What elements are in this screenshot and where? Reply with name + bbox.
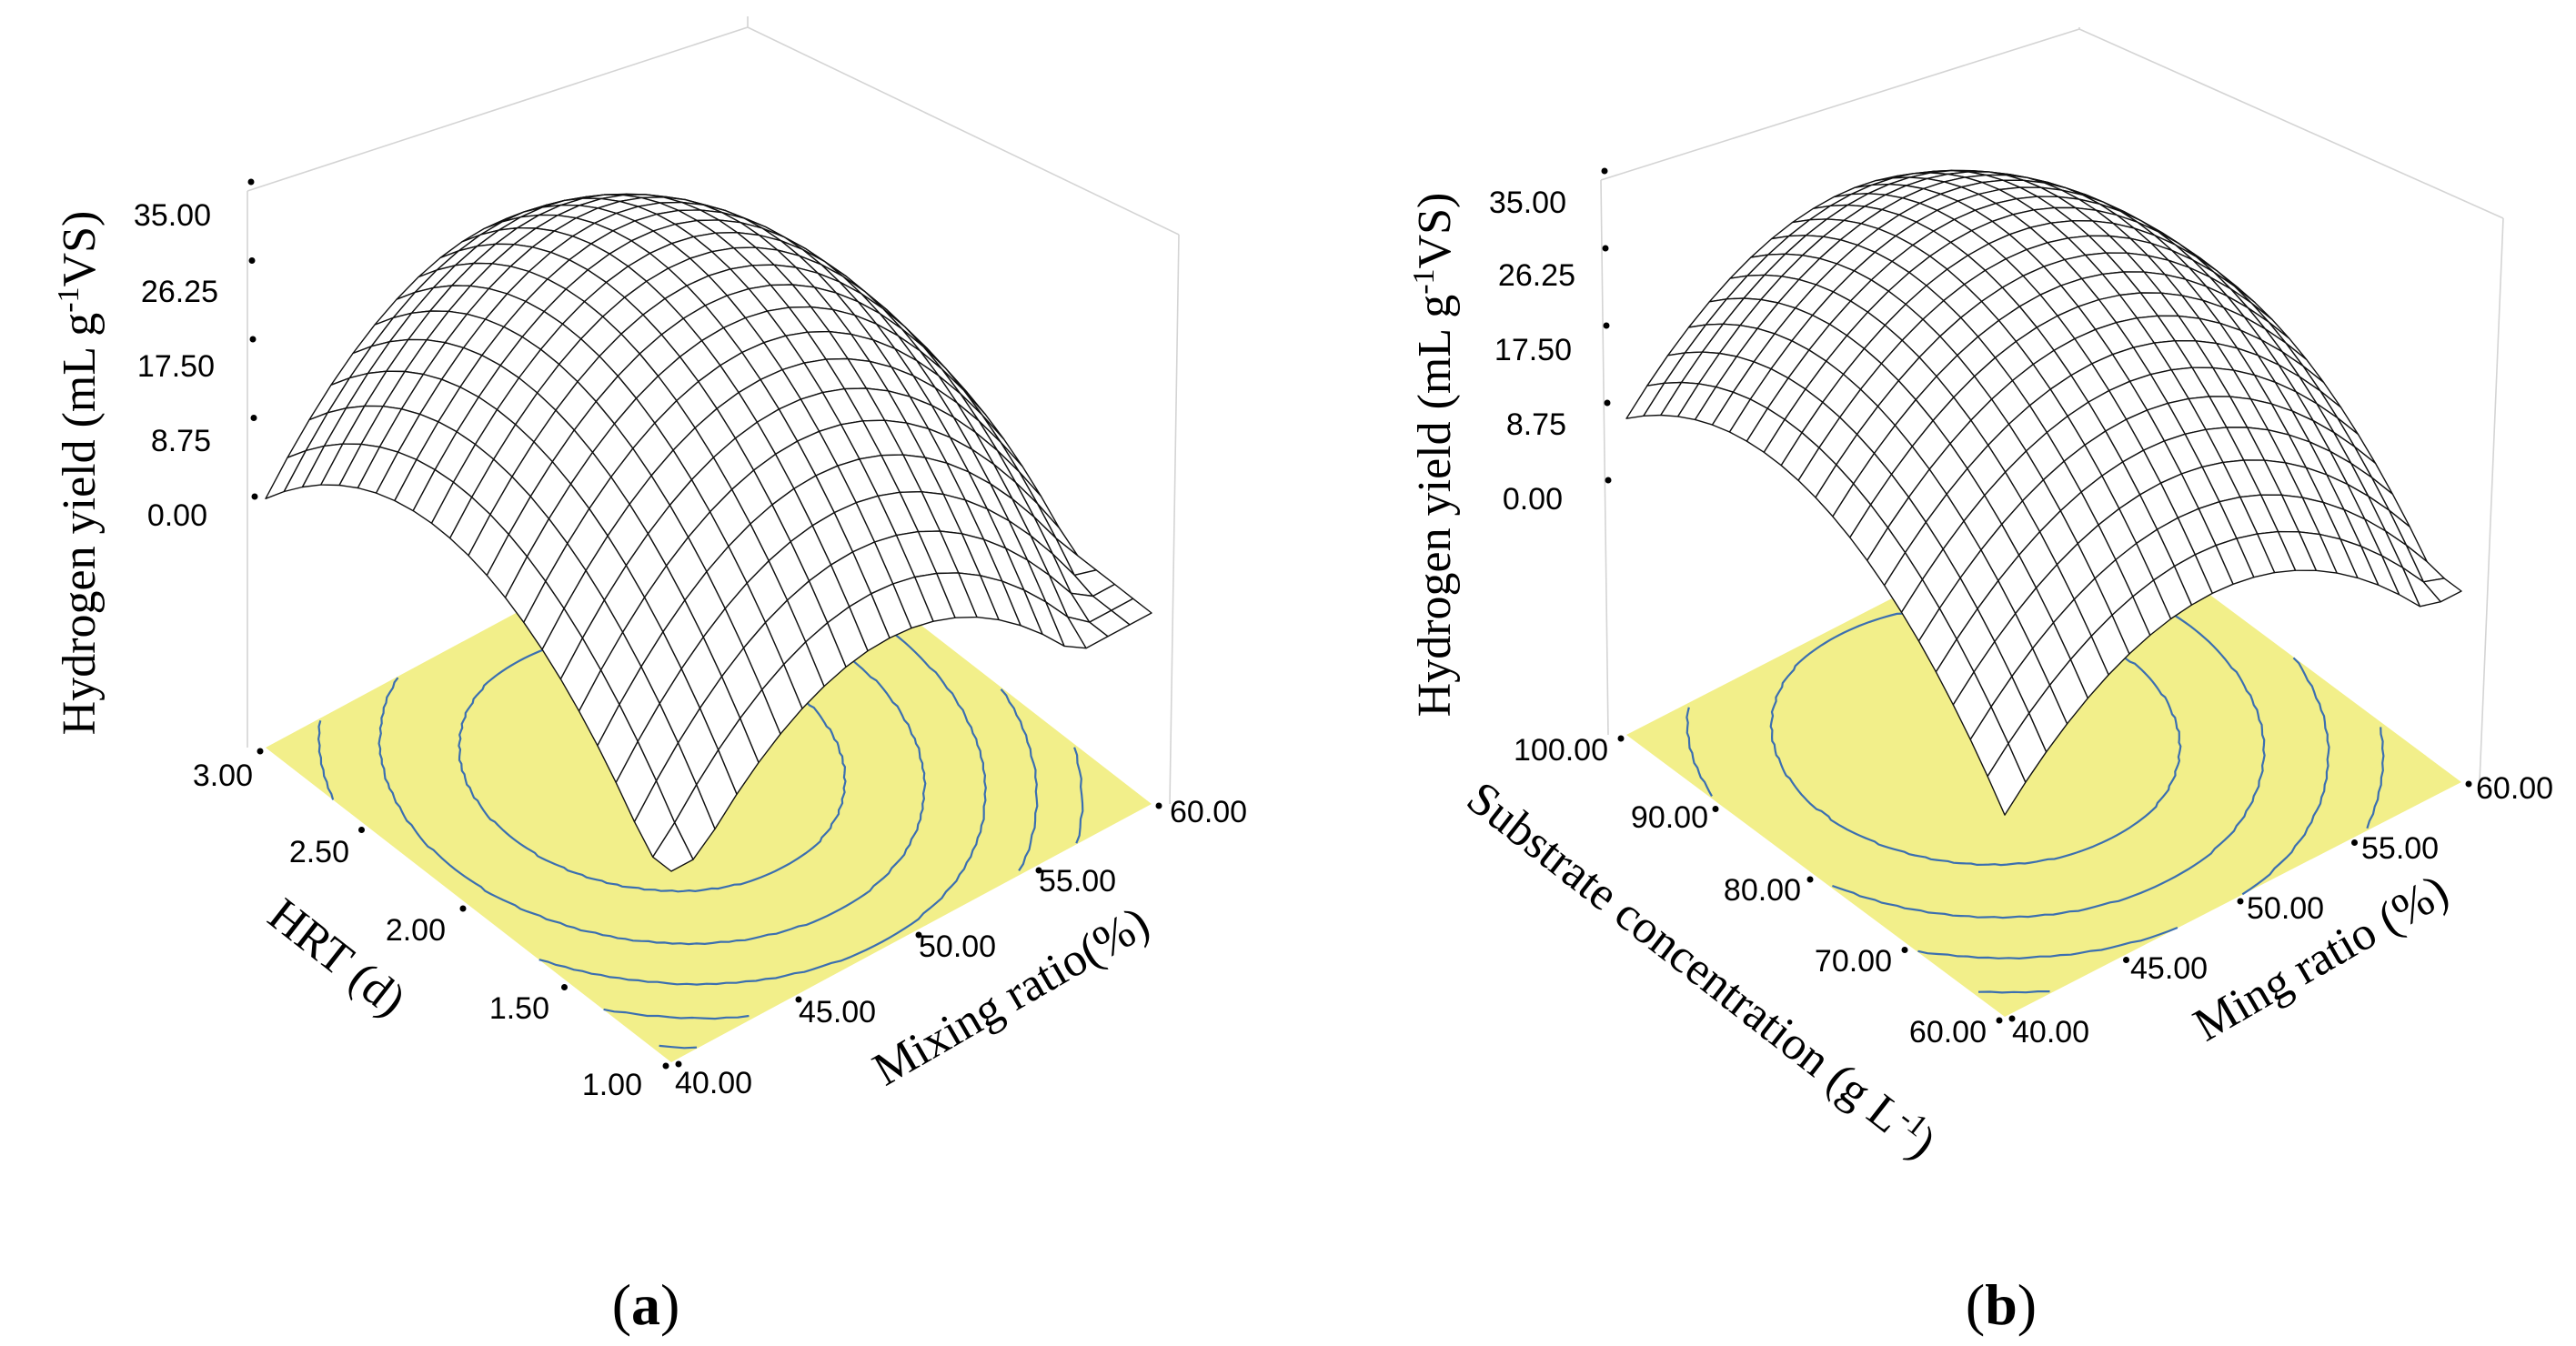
a-x-tick-4: 60.00 [1170, 795, 1247, 829]
panel-b-surface [1625, 169, 2462, 816]
b-surface-cell [1987, 742, 2027, 816]
b-z-tick-0: 0.00 [1503, 482, 1563, 517]
b-z-tick-3: 26.25 [1498, 258, 1575, 293]
b-y-tick-mark-4 [1617, 735, 1625, 742]
a-x-tick-mark-1 [795, 996, 802, 1003]
a-z-tick-2: 17.50 [137, 349, 215, 384]
a-y-axis-title: HRT (d) [258, 889, 415, 1027]
panel-b: 0.00 8.75 17.50 26.25 35.00 60.00 70.00 … [1407, 27, 2553, 1337]
panel-a-surface [265, 193, 1152, 872]
b-z-tick-mark-2 [1603, 322, 1610, 329]
panel-b-box [1600, 27, 2504, 783]
b-x-tick-4: 60.00 [2476, 771, 2553, 806]
panel-a-box [247, 16, 1180, 805]
a-caption: (a) [612, 1272, 680, 1337]
b-x-tick-mark-1 [2123, 957, 2129, 963]
a-z-tick-mark-2 [249, 336, 257, 343]
a-z-tick-mark-4 [247, 178, 255, 186]
b-box-right-vertical [2479, 217, 2504, 783]
a-z-tick-3: 26.25 [141, 275, 218, 309]
b-y-tick-mark-0 [1996, 1017, 2003, 1024]
panel-a-ticks: 0.00 8.75 17.50 26.25 35.00 1.00 1.50 2.… [134, 178, 1247, 1102]
a-y-tick-mark-3 [358, 827, 365, 833]
b-x-tick-3: 55.00 [2361, 831, 2439, 866]
b-x-tick-mark-4 [2465, 780, 2472, 788]
b-z-tick-mark-3 [1602, 245, 1609, 252]
a-y-tick-mark-1 [561, 984, 568, 990]
a-x-tick-2: 50.00 [919, 929, 996, 964]
b-x-tick-2: 50.00 [2247, 891, 2324, 926]
a-x-tick-mark-3 [1035, 867, 1042, 874]
b-y-tick-0: 60.00 [1909, 1015, 1987, 1050]
a-y-tick-1: 1.50 [489, 991, 549, 1026]
a-x-tick-1: 45.00 [799, 995, 876, 1030]
a-z-tick-1: 8.75 [151, 424, 211, 458]
b-x-tick-0: 40.00 [2012, 1015, 2089, 1050]
a-box-top-edges [247, 26, 1180, 236]
b-y-tick-4: 100.00 [1514, 733, 1608, 768]
b-y-tick-mark-1 [1901, 947, 1908, 953]
b-x-tick-mark-2 [2237, 898, 2244, 905]
a-z-tick-mark-3 [248, 257, 256, 264]
b-y-tick-1: 70.00 [1815, 944, 1892, 979]
a-z-axis-title: Hydrogen yield (mL g-1VS) [52, 211, 106, 736]
b-y-tick-mark-2 [1806, 876, 1814, 883]
a-x-tick-mark-0 [675, 1060, 682, 1068]
b-caption: (b) [1966, 1272, 2037, 1337]
a-y-tick-4: 3.00 [193, 758, 253, 793]
b-z-tick-mark-1 [1604, 399, 1611, 407]
a-x-tick-mark-4 [1155, 802, 1162, 809]
panel-b-ticks: 0.00 8.75 17.50 26.25 35.00 60.00 70.00 … [1489, 167, 2553, 1050]
b-contour-3 [1977, 727, 2385, 994]
b-y-tick-2: 80.00 [1724, 873, 1801, 908]
b-y-tick-3: 90.00 [1631, 800, 1708, 835]
a-x-tick-0: 40.00 [675, 1066, 752, 1100]
b-z-tick-1: 8.75 [1506, 407, 1566, 442]
a-z-tick-4: 35.00 [134, 198, 211, 233]
a-y-tick-mark-0 [662, 1062, 669, 1070]
a-z-tick-mark-1 [250, 415, 257, 421]
a-y-tick-mark-4 [257, 748, 264, 755]
b-box-left-vertical [1600, 179, 1609, 736]
b-z-tick-4: 35.00 [1489, 186, 1566, 220]
a-y-tick-2: 2.00 [386, 913, 446, 948]
a-box-right-vertical [1169, 234, 1180, 805]
b-x-tick-mark-0 [2008, 1015, 2016, 1022]
b-x-tick-1: 45.00 [2130, 951, 2208, 986]
a-y-tick-0: 1.00 [582, 1068, 642, 1102]
a-z-tick-0: 0.00 [147, 498, 207, 533]
b-z-tick-mark-4 [1601, 167, 1608, 175]
b-z-axis-title: Hydrogen yield (mL g-1VS) [1407, 193, 1461, 718]
a-surface-cell [652, 821, 694, 872]
b-y-tick-mark-3 [1712, 806, 1719, 812]
a-z-tick-mark-0 [251, 493, 258, 500]
panel-a: 0.00 8.75 17.50 26.25 35.00 1.00 1.50 2.… [52, 16, 1247, 1337]
a-y-tick-mark-2 [459, 905, 467, 912]
b-z-tick-2: 17.50 [1494, 333, 1572, 367]
b-x-tick-mark-3 [2351, 839, 2358, 846]
a-x-tick-3: 55.00 [1039, 864, 1116, 899]
a-x-tick-mark-2 [915, 931, 922, 939]
a-y-tick-3: 2.50 [289, 835, 349, 869]
b-z-tick-mark-0 [1605, 477, 1612, 484]
